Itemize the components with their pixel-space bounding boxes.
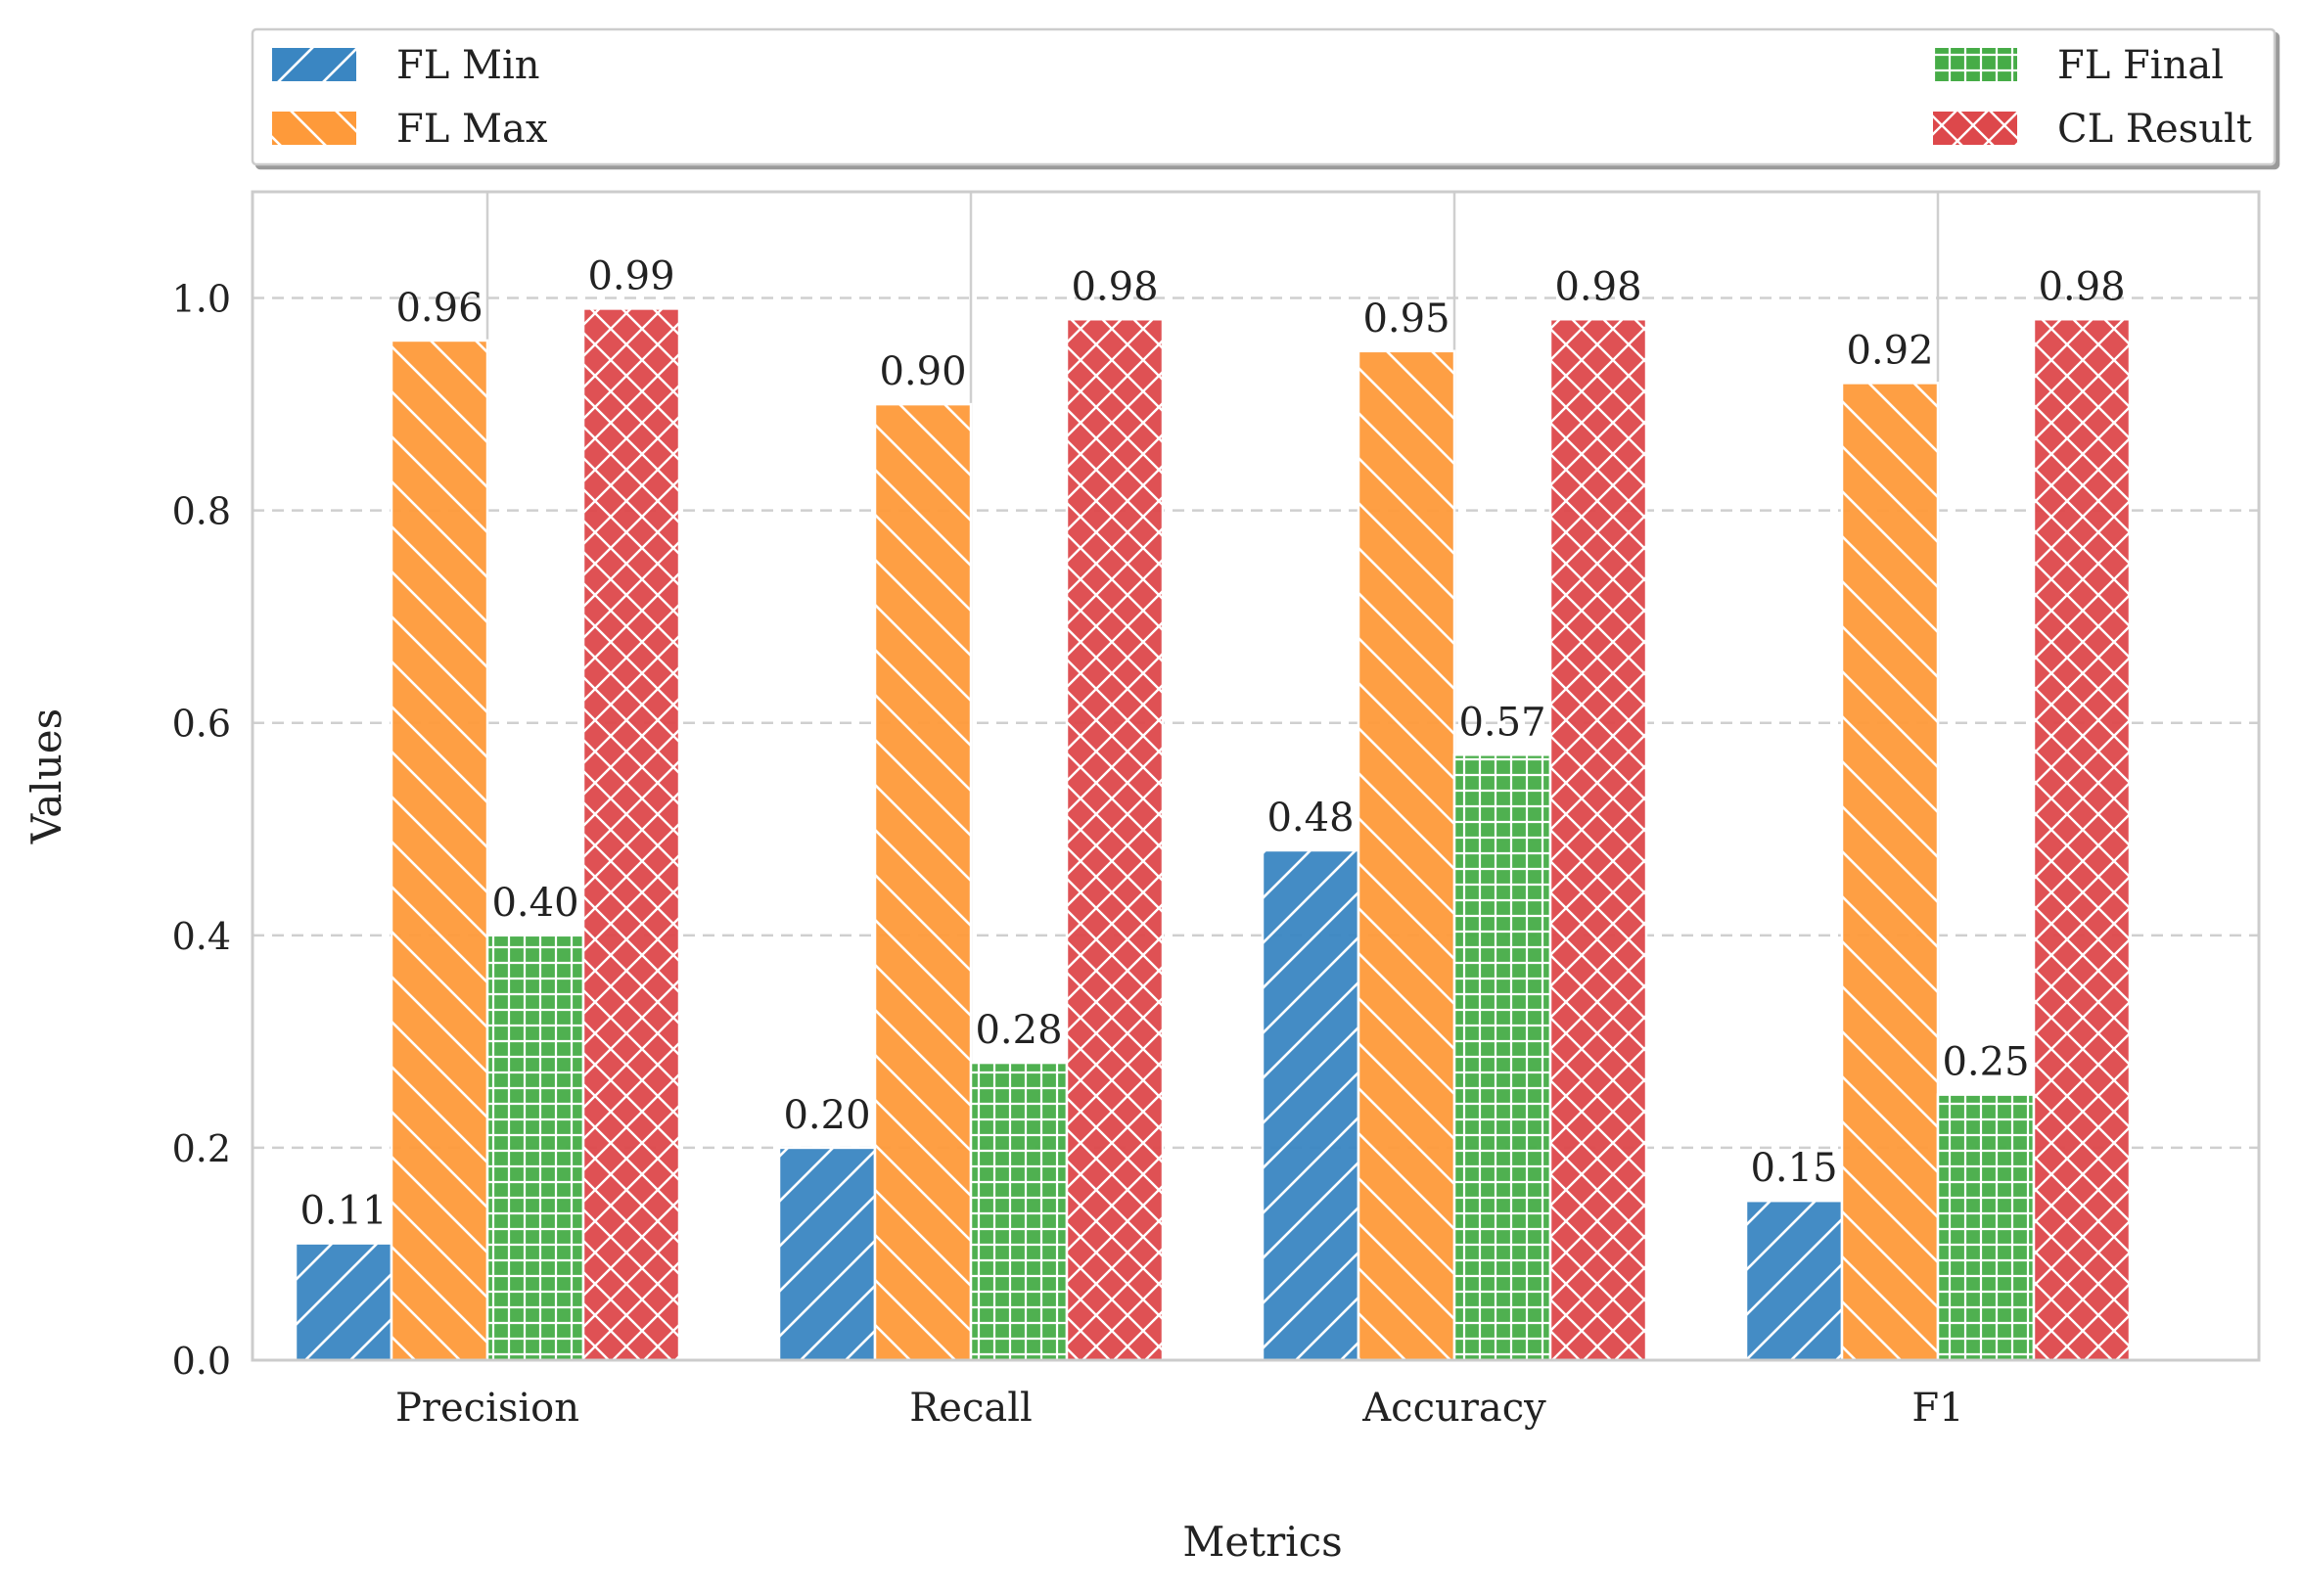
y-tick-label: 0.4 (172, 915, 231, 958)
bar-fl-min-accuracy (1261, 848, 1360, 1362)
legend-swatch-fl-min (272, 48, 356, 81)
y-tick-label: 0.0 (172, 1340, 231, 1383)
bar-cl-result-f1 (2032, 318, 2132, 1362)
bar-fl-final-recall (969, 1061, 1069, 1362)
bar-fl-final-accuracy (1452, 753, 1552, 1362)
bar-fl-max-accuracy (1357, 349, 1456, 1362)
legend-item-fl-min: FL Min (272, 43, 540, 88)
legend: FL Min FL Max FL Final CL Result (251, 27, 2277, 166)
plot-area: 0.11 0.20 0.48 0.15 0.96 0.90 0.95 0.92 0.40 0.28… (172, 190, 2261, 1431)
data-label-fl-min-accuracy: 0.48 (1266, 796, 1354, 841)
legend-label-fl-min: FL Min (396, 43, 540, 88)
bar-fl-final-precision (485, 934, 585, 1362)
bar-cl-result-precision (581, 307, 681, 1362)
legend-item-fl-final: FL Final (1933, 43, 2224, 88)
legend-swatch-fl-final (1933, 48, 2017, 81)
bar-cl-result-accuracy (1548, 318, 1648, 1362)
y-tick-label: 0.2 (172, 1127, 231, 1170)
data-label-fl-min-f1: 0.15 (1750, 1146, 1837, 1191)
x-tick-label-precision: Precision (395, 1386, 579, 1431)
x-tick-label-recall: Recall (909, 1386, 1033, 1431)
data-label-fl-min-precision: 0.11 (299, 1189, 387, 1234)
bar-cl-result-recall (1065, 318, 1165, 1362)
x-tick-label-accuracy: Accuracy (1361, 1386, 1546, 1431)
x-tick-label-f1: F1 (1911, 1386, 1963, 1431)
legend-frame (251, 27, 2277, 166)
legend-label-fl-final: FL Final (2057, 43, 2224, 88)
data-label-fl-final-accuracy: 0.57 (1458, 700, 1545, 745)
bar-fl-max-precision (390, 339, 489, 1362)
data-label-fl-max-accuracy: 0.95 (1362, 296, 1450, 342)
data-label-fl-final-f1: 0.25 (1942, 1040, 2029, 1085)
legend-label-cl-result: CL Result (2057, 107, 2252, 152)
y-tick-label: 0.6 (172, 703, 231, 746)
bar-fl-min-f1 (1744, 1199, 1844, 1362)
data-label-fl-max-recall: 0.90 (879, 349, 966, 394)
data-label-cl-result-recall: 0.98 (1071, 264, 1158, 309)
data-label-fl-min-recall: 0.20 (783, 1093, 870, 1138)
bar-fl-max-f1 (1840, 382, 1940, 1362)
x-axis-ticks: Precision Recall Accuracy F1 (395, 1386, 1964, 1431)
bar-fl-min-precision (294, 1242, 393, 1362)
bar-fl-final-f1 (1936, 1093, 2036, 1362)
legend-swatch-fl-max (272, 112, 356, 145)
data-label-cl-result-precision: 0.99 (587, 253, 674, 298)
data-label-fl-final-recall: 0.28 (975, 1008, 1062, 1053)
bars (294, 307, 2132, 1362)
plot-frame (251, 190, 2261, 1362)
data-label-fl-final-precision: 0.40 (491, 881, 578, 926)
y-tick-label: 0.8 (172, 490, 231, 533)
y-axis-ticks: 0.0 0.2 0.4 0.6 0.8 1.0 (172, 278, 231, 1383)
legend-item-fl-max: FL Max (272, 107, 548, 152)
x-axis-label: Metrics (1182, 1518, 1342, 1566)
y-axis-label: Values (23, 708, 70, 844)
y-tick-label: 1.0 (172, 278, 231, 321)
bar-fl-max-recall (873, 402, 973, 1362)
legend-swatch-cl-result (1933, 112, 2017, 145)
data-label-cl-result-accuracy: 0.98 (1554, 264, 1641, 309)
legend-item-cl-result: CL Result (1933, 107, 2252, 152)
bar-fl-min-recall (777, 1146, 877, 1362)
data-label-fl-max-f1: 0.92 (1846, 328, 1933, 373)
data-label-fl-max-precision: 0.96 (395, 286, 483, 331)
legend-label-fl-max: FL Max (396, 107, 548, 152)
data-label-cl-result-f1: 0.98 (2038, 264, 2125, 309)
data-labels: 0.11 0.20 0.48 0.15 0.96 0.90 0.95 0.92 0.40 0.28… (299, 253, 2125, 1233)
